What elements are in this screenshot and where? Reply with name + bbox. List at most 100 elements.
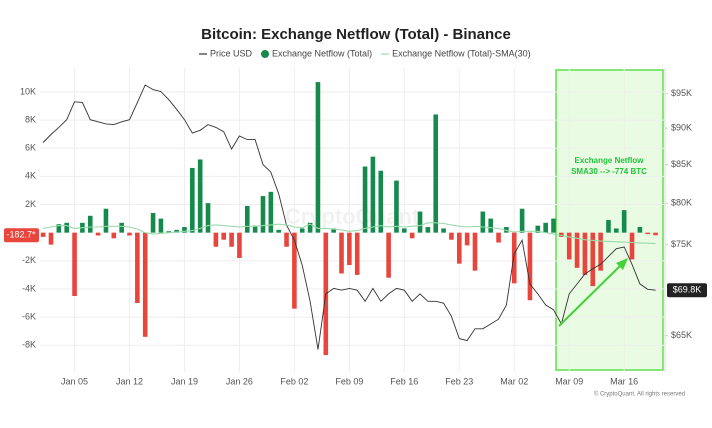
bar — [417, 211, 423, 233]
x-tick-label: Jan 05 — [61, 376, 88, 386]
bar — [480, 211, 486, 233]
bar — [260, 196, 266, 233]
bar — [606, 220, 611, 233]
bar — [150, 212, 156, 233]
y-tick-label: -4K — [22, 283, 36, 293]
bar — [645, 232, 651, 235]
legend-swatch — [261, 50, 270, 58]
marks — [40, 82, 658, 356]
bar — [582, 232, 588, 275]
bar — [409, 232, 415, 239]
bar — [496, 232, 501, 243]
arrow-head — [616, 258, 628, 270]
watermark: CryptoQuant — [285, 204, 420, 229]
bar — [621, 210, 627, 233]
bar — [378, 170, 384, 233]
bar — [629, 232, 635, 260]
bar — [472, 232, 478, 271]
bar — [543, 222, 548, 233]
y2-tick-label: $65K — [671, 330, 692, 340]
x-tick-label: Mar 16 — [610, 376, 638, 386]
bar — [87, 215, 93, 233]
bar — [135, 232, 140, 304]
bar — [205, 203, 211, 233]
y-tick-label: -2K — [22, 255, 36, 265]
sma-line — [43, 222, 656, 245]
x-tick-label: Jan 26 — [226, 376, 253, 386]
bar — [362, 166, 368, 233]
bar — [566, 232, 572, 260]
bar — [127, 232, 132, 236]
x-tick-label: Jan 19 — [171, 376, 198, 386]
bar — [182, 227, 187, 233]
value-tag-label: -182.7* — [6, 230, 36, 240]
bar — [402, 228, 407, 233]
bar — [166, 231, 172, 233]
x-tick-label: Mar 02 — [500, 376, 528, 386]
bar — [519, 208, 525, 233]
y-tick-label: -6K — [22, 311, 36, 321]
arrow — [558, 263, 623, 327]
bar — [637, 227, 643, 233]
bar — [142, 232, 148, 337]
bar — [56, 224, 62, 233]
bar — [559, 232, 564, 237]
legend-label: Exchange Netflow (Total) — [272, 48, 372, 58]
bar — [72, 232, 77, 296]
bar — [197, 159, 203, 233]
bar — [48, 232, 54, 245]
y-tick-label: 2K — [25, 199, 36, 209]
bar — [284, 232, 289, 247]
bar — [158, 218, 164, 233]
bar — [315, 82, 321, 233]
y2-tick-label: $75K — [671, 239, 692, 249]
bar — [221, 232, 227, 240]
bar — [229, 232, 234, 247]
bar — [339, 232, 344, 274]
y-tick-label: -8K — [22, 340, 36, 350]
legend: Price USD Exchange Netflow (Total) Exchang… — [199, 48, 531, 58]
bar — [425, 227, 431, 233]
bar — [299, 228, 305, 233]
y-tick-label: 6K — [25, 143, 36, 153]
bar — [95, 232, 101, 236]
bar — [527, 232, 533, 301]
bar — [590, 232, 596, 287]
y2-tick-label: $90K — [671, 123, 692, 133]
bar — [64, 222, 69, 233]
y2-tick-label: $80K — [671, 198, 692, 208]
annotation: SMA30 --> -774 BTC — [571, 167, 647, 176]
bar — [598, 232, 603, 271]
bar — [276, 229, 281, 233]
bar — [488, 218, 493, 233]
price-tag-label: $69.8K — [673, 285, 702, 295]
bar — [103, 208, 109, 233]
bar — [456, 232, 462, 264]
bar — [292, 232, 297, 309]
chart-title: Bitcoin: Exchange Netflow (Total) - Bina… — [201, 26, 511, 43]
y-tick-label: 4K — [25, 171, 36, 181]
bar — [237, 232, 242, 258]
legend-label: Exchange Netflow (Total)-SMA(30) — [392, 48, 531, 58]
grid — [40, 68, 668, 372]
bar — [190, 167, 195, 233]
bar — [511, 232, 517, 284]
annotation: Exchange Netflow — [575, 156, 645, 165]
bar — [433, 114, 439, 233]
bar — [574, 232, 580, 268]
y-tick-label: 8K — [25, 114, 36, 124]
bar — [354, 232, 360, 275]
price-tag — [667, 283, 707, 298]
bar — [111, 232, 117, 239]
price-line — [42, 84, 656, 350]
bar — [307, 222, 313, 233]
y2-tick-label: $85K — [671, 159, 692, 169]
x-tick-label: Feb 02 — [280, 376, 308, 386]
bar — [386, 232, 391, 278]
bar — [252, 225, 258, 233]
bar — [464, 232, 470, 246]
bar — [614, 228, 619, 233]
bar — [535, 225, 541, 233]
bar — [268, 191, 274, 233]
